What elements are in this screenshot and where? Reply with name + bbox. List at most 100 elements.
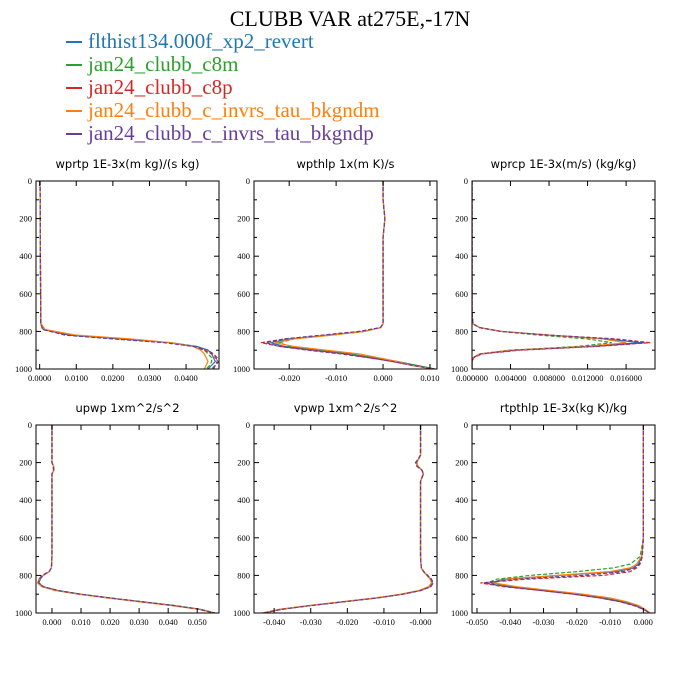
series-line: [36, 425, 214, 613]
y-tick-label: 800: [237, 570, 250, 580]
plot-frame: [35, 424, 220, 614]
panel: upwp 1xm^2/s^2 0 200 400 600 800 1000 0.000 0.01…: [15, 401, 220, 627]
x-tick-label: 0.000: [42, 617, 61, 627]
x-tick-label: 0.050: [188, 617, 207, 627]
x-tick-label: 0.008000: [533, 373, 565, 383]
panel: wprtp 1E-3x(m kg)/(s kg) 0 200 400 600 800 100…: [15, 157, 220, 383]
series-line: [490, 425, 651, 613]
x-tick-label: 0.010: [420, 373, 439, 383]
series-line: [277, 181, 435, 369]
series-line: [38, 425, 215, 613]
series-line: [39, 181, 218, 369]
series-line: [263, 425, 433, 613]
plot-frame: [253, 424, 438, 614]
x-tick-label: 0.012000: [572, 373, 604, 383]
y-tick-label: 0: [464, 176, 468, 186]
y-tick-label: 800: [19, 326, 32, 336]
series-line: [484, 425, 651, 613]
y-tick-label: 600: [455, 533, 468, 543]
series-line: [37, 425, 215, 613]
series-line: [39, 181, 209, 369]
panel-title: wpthlp 1x(m K)/s: [296, 157, 394, 171]
series-group: [480, 425, 651, 613]
x-tick-label: 0.000: [634, 617, 653, 627]
series-group: [36, 425, 215, 613]
series-line: [493, 425, 651, 613]
series-group: [262, 425, 435, 613]
y-tick-label: 200: [237, 214, 250, 224]
y-tick-label: 0: [246, 420, 250, 430]
legend-swatch: [66, 133, 82, 135]
series-group: [472, 181, 651, 369]
y-tick-label: 200: [19, 458, 32, 468]
series-line: [472, 181, 627, 369]
y-tick-label: 200: [455, 458, 468, 468]
legend-label: jan24_clubb_c_invrs_tau_bkgndm: [88, 98, 380, 122]
series-line: [472, 181, 612, 369]
y-tick-label: 1000: [451, 608, 468, 618]
x-tick-label: 0.0200: [101, 373, 124, 383]
x-tick-label: 0.016000: [610, 373, 642, 383]
y-tick-label: 1000: [15, 608, 32, 618]
x-tick-label: 0.040: [159, 617, 178, 627]
y-tick-label: 600: [455, 289, 468, 299]
y-tick-label: 800: [237, 326, 250, 336]
legend-label: flthist134.000f_xp2_revert: [88, 29, 314, 53]
y-tick-label: 600: [19, 533, 32, 543]
x-tick-label: 0.020: [101, 617, 120, 627]
series-group: [39, 181, 219, 369]
x-tick-label: -0.010: [325, 373, 347, 383]
x-tick-label: -0.020: [278, 373, 300, 383]
legend-swatch: [66, 41, 82, 43]
series-line: [263, 425, 434, 613]
x-tick-label: 0.030: [130, 617, 149, 627]
x-tick-label: -0.040: [263, 617, 285, 627]
y-tick-label: 1000: [233, 608, 250, 618]
panel: rtpthlp 1E-3x(kg K)/kg02004006008001000-…: [451, 401, 656, 627]
y-tick-label: 800: [455, 326, 468, 336]
panel-title: rtpthlp 1E-3x(kg K)/kg: [500, 401, 627, 415]
series-line: [39, 181, 217, 369]
y-tick-label: 200: [455, 214, 468, 224]
figure-title: CLUBB VAR at275E,-17N: [229, 6, 471, 31]
panel-title: upwp 1xm^2/s^2: [75, 401, 179, 415]
y-tick-label: 400: [237, 251, 250, 261]
series-line: [37, 425, 215, 613]
x-tick-label: -0.020: [566, 617, 588, 627]
y-tick-label: 0: [28, 176, 32, 186]
panel: wpthlp 1x(m K)/s 0 200 400 600 800 1000 -0.020 -…: [233, 157, 440, 383]
series-line: [263, 425, 433, 613]
y-tick-label: 600: [237, 289, 250, 299]
series-line: [275, 181, 433, 369]
x-tick-label: 0.0000: [28, 373, 51, 383]
series-line: [265, 181, 435, 369]
series-line: [483, 425, 651, 613]
y-tick-label: 400: [19, 495, 32, 505]
legend-label: jan24_clubb_c_invrs_tau_bkgndp: [88, 121, 374, 145]
y-tick-label: 0: [464, 420, 468, 430]
y-tick-label: 400: [455, 251, 468, 261]
y-tick-label: 0: [246, 176, 250, 186]
x-tick-label: 0.0100: [65, 373, 88, 383]
x-tick-label: -0.040: [499, 617, 521, 627]
x-tick-label: 0.004000: [495, 373, 527, 383]
x-tick-label: 0.010: [71, 617, 90, 627]
y-tick-label: 600: [19, 289, 32, 299]
series-line: [38, 425, 215, 613]
x-tick-label: 0.0400: [174, 373, 197, 383]
x-tick-label: 0.000: [373, 373, 392, 383]
legend-swatch: [66, 87, 82, 89]
x-tick-label: -0.000: [410, 617, 432, 627]
x-tick-label: -0.010: [599, 617, 621, 627]
series-group: [260, 181, 435, 369]
x-tick-label: -0.030: [533, 617, 555, 627]
y-tick-label: 1000: [451, 364, 468, 374]
panel-title: vpwp 1xm^2/s^2: [294, 401, 398, 415]
legend-swatch: [66, 110, 82, 112]
x-tick-label: -0.010: [373, 617, 395, 627]
y-tick-label: 1000: [15, 364, 32, 374]
y-tick-label: 200: [19, 214, 32, 224]
series-line: [262, 425, 433, 613]
y-tick-label: 200: [237, 458, 250, 468]
